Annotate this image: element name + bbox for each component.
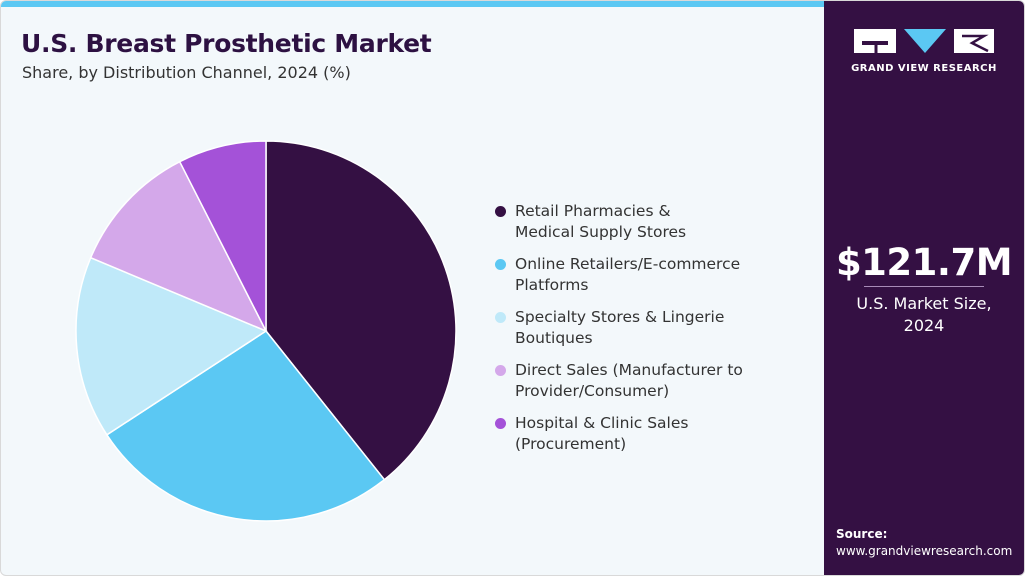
legend-marker: [495, 418, 506, 429]
legend-item-3: Specialty Stores & Lingerie Boutiques: [495, 307, 815, 349]
legend-marker: [495, 365, 506, 376]
legend-label-line1: Retail Pharmacies &: [515, 202, 671, 220]
legend-label-line1: Hospital & Clinic Sales: [515, 414, 689, 432]
legend-label-line2: Platforms: [515, 276, 589, 294]
legend-label-line1: Direct Sales (Manufacturer to: [515, 361, 743, 379]
market-size-value: $121.7M: [835, 241, 1013, 284]
legend-label-line2: (Procurement): [515, 435, 627, 453]
source-label: Source:: [836, 527, 888, 541]
market-size-label: U.S. Market Size, 2024: [824, 293, 1024, 337]
market-size-label-line2: 2024: [903, 316, 945, 335]
legend-label-line2: Boutiques: [515, 329, 593, 347]
market-size-label-line1: U.S. Market Size,: [856, 294, 992, 313]
pie-slice-5: [178, 140, 267, 332]
legend-label-line1: Specialty Stores & Lingerie: [515, 308, 725, 326]
legend-marker: [495, 259, 506, 270]
source-url[interactable]: www.grandviewresearch.com: [836, 544, 1013, 558]
legend-label-line2: Provider/Consumer): [515, 382, 670, 400]
pie-slice-3: [75, 256, 268, 436]
pie-chart: [75, 140, 457, 522]
chart-title: U.S. Breast Prosthetic Market: [21, 29, 432, 58]
brand-name: GRAND VIEW RESEARCH: [851, 63, 997, 74]
legend-item-1: Retail Pharmacies & Medical Supply Stores: [495, 201, 815, 243]
legend-item-4: Direct Sales (Manufacturer to Provider/Co…: [495, 360, 815, 402]
legend-item-5: Hospital & Clinic Sales (Procurement): [495, 413, 815, 455]
legend-marker: [495, 312, 506, 323]
sidebar-panel: GRAND VIEW RESEARCH $121.7M U.S. Market …: [824, 1, 1024, 575]
grand-view-research-logo-icon: [854, 29, 994, 53]
accent-bar: [1, 1, 824, 7]
value-divider: [864, 286, 984, 287]
pie-slice-4: [89, 160, 268, 333]
pie-slice-1: [265, 140, 457, 481]
pie-slice-2: [105, 329, 386, 522]
chart-legend: Retail Pharmacies & Medical Supply Stores…: [495, 201, 815, 466]
legend-item-2: Online Retailers/E-commerce Platforms: [495, 254, 815, 296]
chart-subtitle: Share, by Distribution Channel, 2024 (%): [22, 63, 351, 82]
legend-marker: [495, 206, 506, 217]
legend-label-line2: Medical Supply Stores: [515, 223, 687, 241]
legend-label-line1: Online Retailers/E-commerce: [515, 255, 741, 273]
